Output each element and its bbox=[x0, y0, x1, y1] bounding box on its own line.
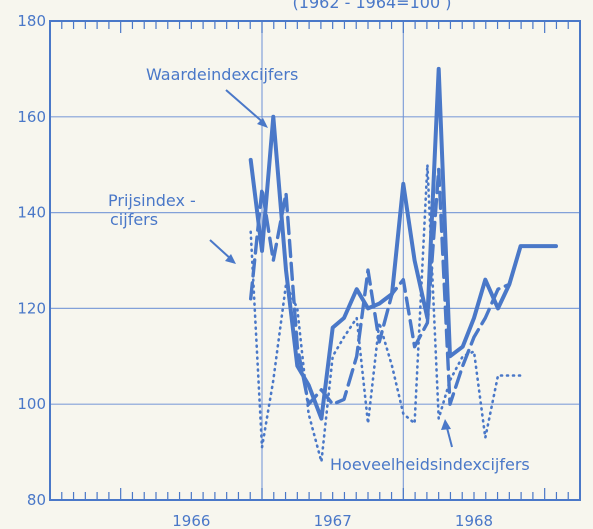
y-tick-label: 160 bbox=[17, 108, 46, 126]
series-line-dotted bbox=[249, 163, 522, 463]
label-layer: 80 100 120 140 160 180 1966 1967 1968 bbox=[17, 12, 493, 529]
grid-layer bbox=[50, 21, 580, 500]
y-tick-label: 80 bbox=[27, 491, 46, 509]
annotation-waarde: Waardeindexcijfers bbox=[146, 65, 298, 128]
annotation-prijs-arrowhead bbox=[225, 254, 236, 264]
annotation-prijs-label-1: Prijsindex - bbox=[108, 191, 196, 210]
tick-layer bbox=[49, 21, 581, 500]
annotation-prijs-label-2: cijfers bbox=[110, 210, 158, 229]
annotation-waarde-label: Waardeindexcijfers bbox=[146, 65, 298, 84]
y-tick-label: 180 bbox=[17, 12, 46, 30]
x-tick-label: 1966 bbox=[172, 512, 210, 529]
chart-subtitle: (1962 - 1964=100 ) bbox=[293, 0, 452, 12]
annotation-hoeveel-arrowhead bbox=[441, 419, 451, 430]
y-tick-label: 120 bbox=[17, 299, 46, 317]
y-tick-label: 100 bbox=[17, 395, 46, 413]
x-tick-label: 1968 bbox=[455, 512, 493, 529]
x-tick-label: 1967 bbox=[314, 512, 352, 529]
annotation-hoeveel-label: Hoeveelheidsindexcijfers bbox=[330, 455, 530, 474]
series-layer bbox=[248, 66, 558, 463]
series-line-solid bbox=[248, 66, 558, 421]
annotation-waarde-arrow bbox=[225, 89, 266, 125]
annotation-prijs: Prijsindex - cijfers bbox=[108, 191, 236, 264]
annotation-waarde-arrowhead bbox=[257, 118, 268, 128]
plot-frame bbox=[49, 20, 581, 501]
annotation-hoeveel: Hoeveelheidsindexcijfers bbox=[330, 419, 530, 474]
y-tick-label: 140 bbox=[17, 204, 46, 222]
series-line-dashed bbox=[249, 167, 511, 406]
annotation-prijs-arrow bbox=[209, 239, 233, 261]
